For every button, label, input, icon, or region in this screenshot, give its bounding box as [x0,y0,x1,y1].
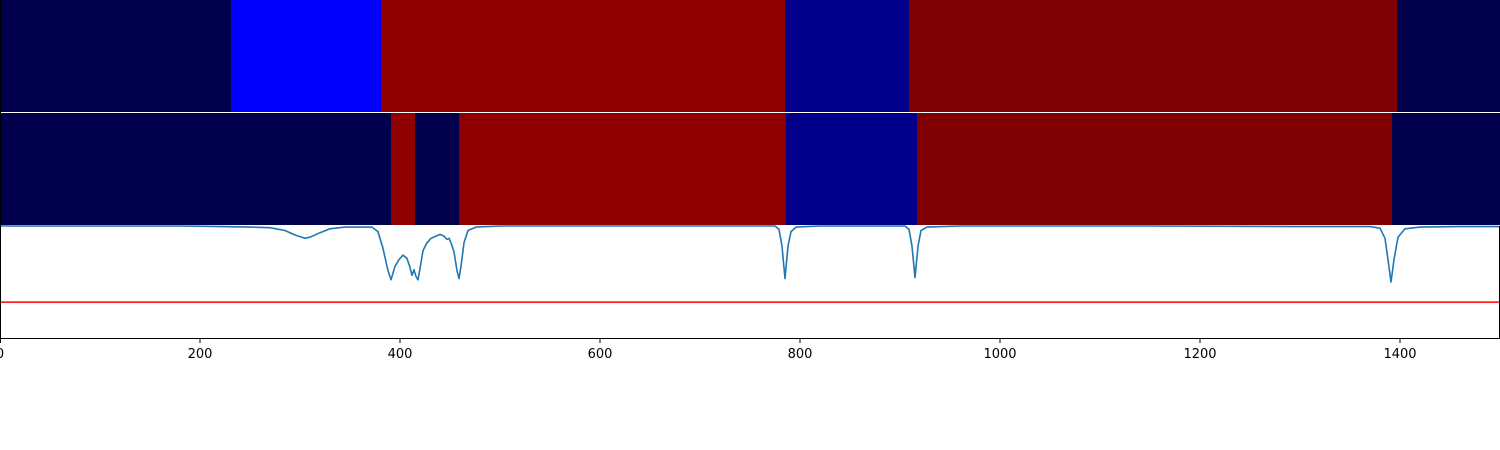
segment-row-1-band-3 [381,0,786,112]
segment-row-1-band-4 [785,0,910,112]
x-tick-label-600: 600 [588,347,613,362]
line-panel [0,225,1500,338]
segment-row-2-band-7 [1392,113,1500,225]
segment-row-2-band-5 [786,113,918,225]
segment-row-2-band-2 [391,113,416,225]
segment-row-1 [0,0,1500,112]
x-tick-label-1200: 1200 [1183,347,1216,362]
segment-row-1-band-6 [1397,0,1500,112]
segment-row-2-band-1 [0,113,392,225]
x-tick-label-200: 200 [188,347,213,362]
x-tick-label-1000: 1000 [983,347,1016,362]
segment-row-2 [0,113,1500,225]
line-panel-background [0,226,1500,338]
x-tick-label-0: 0 [0,347,4,362]
segment-rows [0,0,1500,225]
x-tick-label-1400: 1400 [1383,347,1416,362]
segment-row-2-band-3 [415,113,460,225]
segment-row-1-band-2 [231,0,382,112]
segment-row-1-band-5 [909,0,1398,112]
x-tick-label-800: 800 [788,347,813,362]
x-axis-ticks: 0 200 400 600 800 1000 1200 1400 [0,338,1417,362]
x-tick-label-400: 400 [388,347,413,362]
score-series-line [0,225,1500,283]
segment-row-2-band-4 [459,113,787,225]
segment-row-1-band-1 [0,0,232,112]
segment-row-2-band-6 [917,113,1393,225]
